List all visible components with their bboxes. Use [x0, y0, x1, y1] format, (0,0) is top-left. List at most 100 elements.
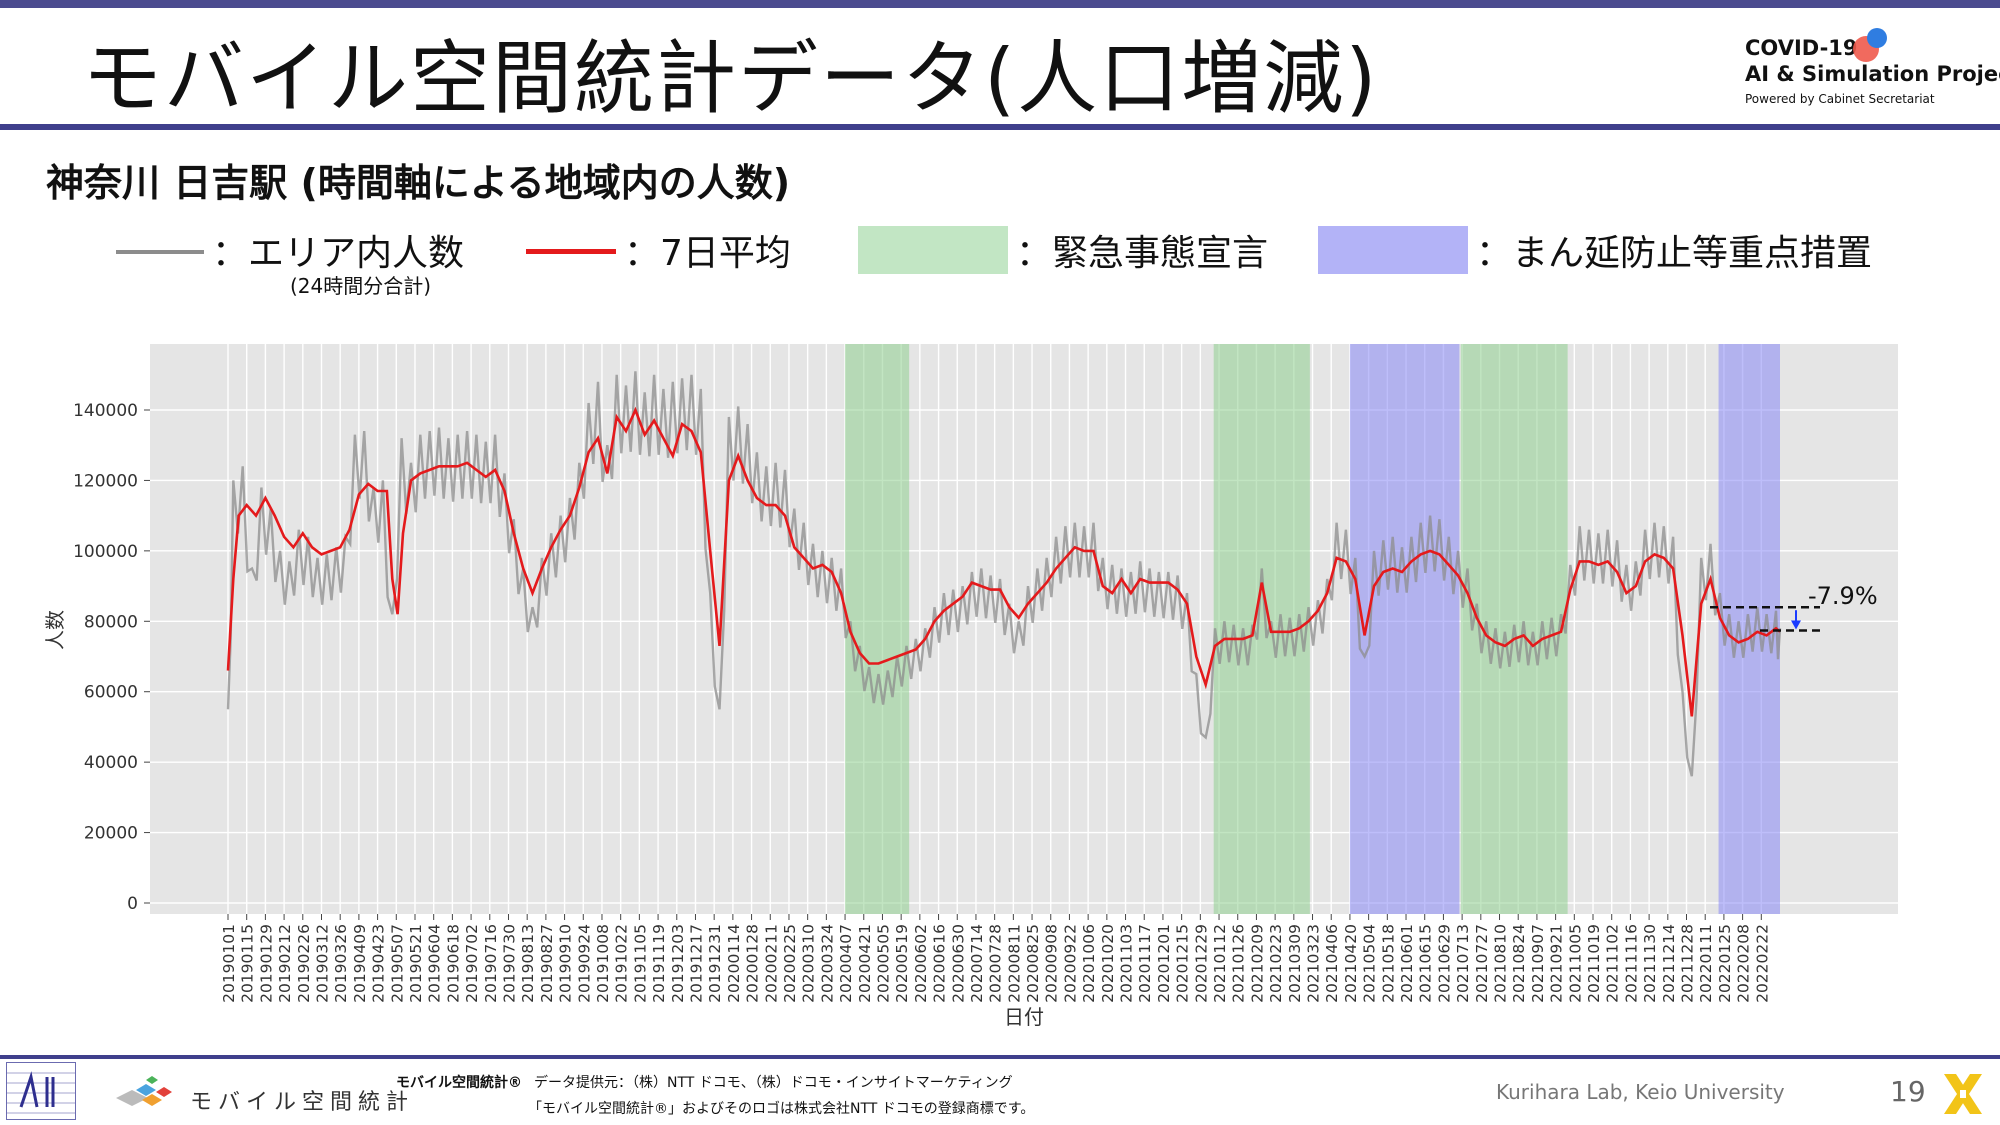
x-tick-label: 20190604 [426, 924, 444, 1003]
x-tick-label: 20211116 [1622, 924, 1640, 1003]
x-tick-label: 20210223 [1267, 924, 1285, 1003]
legend-manen-swatch [1318, 226, 1468, 274]
x-tick-label: 20210309 [1286, 924, 1304, 1003]
population-chart: 0 20000 40000 60000 80000 100000 120000 140000 人… [43, 344, 1898, 1029]
x-tick-label: 20211228 [1679, 924, 1697, 1003]
x-tick-label: 20210810 [1492, 924, 1510, 1003]
x-tick-label: 20200421 [856, 924, 874, 1003]
x-tick-label: 20211130 [1641, 924, 1659, 1003]
legend-emergency-swatch [858, 226, 1008, 274]
x-tick-label: 20220111 [1697, 924, 1715, 1003]
x-tick-label: 20190226 [295, 924, 313, 1003]
y-tick-label: 40000 [84, 753, 138, 773]
x-tick-label: 20201020 [1099, 924, 1117, 1003]
mobile-stats-logo-text: モバイル空間統計 [190, 1090, 415, 1115]
x-tick-label: 20191008 [594, 924, 612, 1003]
x-tick-label: 20200714 [968, 924, 986, 1003]
title-divider [0, 124, 2000, 130]
x-tick-label: 20200630 [949, 924, 967, 1003]
x-tick-label: 20200505 [874, 924, 892, 1003]
x-tick-label: 20201103 [1118, 924, 1136, 1003]
x-tick-label: 20210420 [1342, 924, 1360, 1003]
x-tick-label: 20200908 [1043, 924, 1061, 1003]
y-tick-label: 100000 [73, 542, 138, 562]
x-tick-label: 20191217 [687, 924, 705, 1003]
x-tick-label: 20190716 [482, 924, 500, 1003]
x-tick-label: 20190924 [575, 924, 593, 1003]
legend-avg-line [526, 249, 616, 254]
y-tick-label: 120000 [73, 471, 138, 491]
legend-avg-label: ：7日平均 [624, 233, 791, 274]
x-tick-label: 20210323 [1305, 924, 1323, 1003]
y-tick-label: 60000 [84, 683, 138, 703]
x-tick-label: 20210615 [1417, 924, 1435, 1003]
x-tick-label: 20191231 [706, 924, 724, 1003]
x-tick-label: 20210518 [1379, 924, 1397, 1003]
x-tick-label: 20211005 [1566, 924, 1584, 1003]
logo-line1: COVID-19 [1745, 36, 1858, 60]
legend-manen-label: ：まん延防止等重点措置 [1476, 233, 1873, 274]
x-tick-label: 20200519 [893, 924, 911, 1003]
x-tick-label: 20191203 [669, 924, 687, 1003]
x-axis-label: 日付 [1004, 1005, 1044, 1029]
x-tick-label: 20201229 [1192, 924, 1210, 1003]
footer-divider [0, 1055, 2000, 1059]
footer-trademark: 「モバイル空間統計®」およびそのロゴは株式会社NTT ドコモの登録商標です。 [528, 1101, 1035, 1117]
x-tick-label: 20200825 [1024, 924, 1042, 1003]
x-tick-label: 20210629 [1435, 924, 1453, 1003]
x-logo-icon [1938, 1070, 1988, 1118]
y-tick-label: 80000 [84, 612, 138, 632]
chart-subtitle: 神奈川 日吉駅 (時間軸による地域内の人数) [46, 161, 791, 205]
x-tick-label: 20211019 [1585, 924, 1603, 1003]
x-tick-label: 20210824 [1510, 924, 1528, 1003]
x-tick-label: 20190115 [239, 924, 257, 1003]
x-tick-label: 20190101 [220, 924, 238, 1003]
x-tick-label: 20191105 [631, 924, 649, 1003]
x-tick-label: 20190730 [500, 924, 518, 1003]
x-tick-label: 20220125 [1716, 924, 1734, 1003]
logo-line3: Powered by Cabinet Secretariat [1745, 92, 1935, 106]
top-bar [0, 0, 2000, 8]
x-tick-label: 20220222 [1753, 924, 1771, 1003]
x-tick-label: 20210112 [1211, 924, 1229, 1003]
x-tick-label: 20200211 [762, 924, 780, 1003]
x-tick-label: 20201215 [1174, 924, 1192, 1003]
x-tick-label: 20200728 [987, 924, 1005, 1003]
annotation-label: -7.9% [1808, 582, 1878, 610]
x-tick-label: 20210209 [1248, 924, 1266, 1003]
x-tick-label: 20200407 [837, 924, 855, 1003]
x-tick-label: 20210601 [1398, 924, 1416, 1003]
logo-blue-dot [1867, 28, 1887, 48]
x-tick-label: 20200324 [818, 924, 836, 1003]
covid-project-logo: COVID-19 AI & Simulation Project Powered… [1745, 28, 2000, 118]
legend-area-note: (24時間分合計) [290, 274, 432, 298]
x-tick-label: 20190423 [370, 924, 388, 1003]
x-tick-label: 20200811 [1005, 924, 1023, 1003]
x-tick-label: 20200114 [725, 924, 743, 1003]
x-tick-label: 20210727 [1473, 924, 1491, 1003]
x-tick-label: 20190827 [538, 924, 556, 1003]
x-tick-label: 20200616 [931, 924, 949, 1003]
x-tick-label: 20201006 [1080, 924, 1098, 1003]
x-tick-label: 20190409 [351, 924, 369, 1003]
lab-logo-icon [6, 1062, 76, 1120]
x-tick-label: 20190129 [257, 924, 275, 1003]
x-tick-label: 20211102 [1604, 924, 1622, 1003]
x-tick-label: 20210921 [1548, 924, 1566, 1003]
seven-day-average-line [226, 406, 1781, 717]
x-tick-label: 20190326 [332, 924, 350, 1003]
x-tick-label: 20210406 [1323, 924, 1341, 1003]
mobile-stats-logo-icon [112, 1072, 182, 1116]
page-number: 19 [1890, 1075, 1926, 1108]
x-tick-label: 20200602 [912, 924, 930, 1003]
x-tick-label: 20200922 [1061, 924, 1079, 1003]
annotation-arrow-head [1791, 620, 1801, 630]
x-tick-label: 20190521 [407, 924, 425, 1003]
x-tick-label: 20190702 [463, 924, 481, 1003]
x-tick-label: 20190312 [313, 924, 331, 1003]
x-tick-label: 20201117 [1136, 924, 1154, 1003]
emergency-period [845, 344, 910, 914]
x-tick-label: 20210907 [1529, 924, 1547, 1003]
x-tick-label: 20211214 [1660, 924, 1678, 1003]
x-tick-label: 20201201 [1155, 924, 1173, 1003]
